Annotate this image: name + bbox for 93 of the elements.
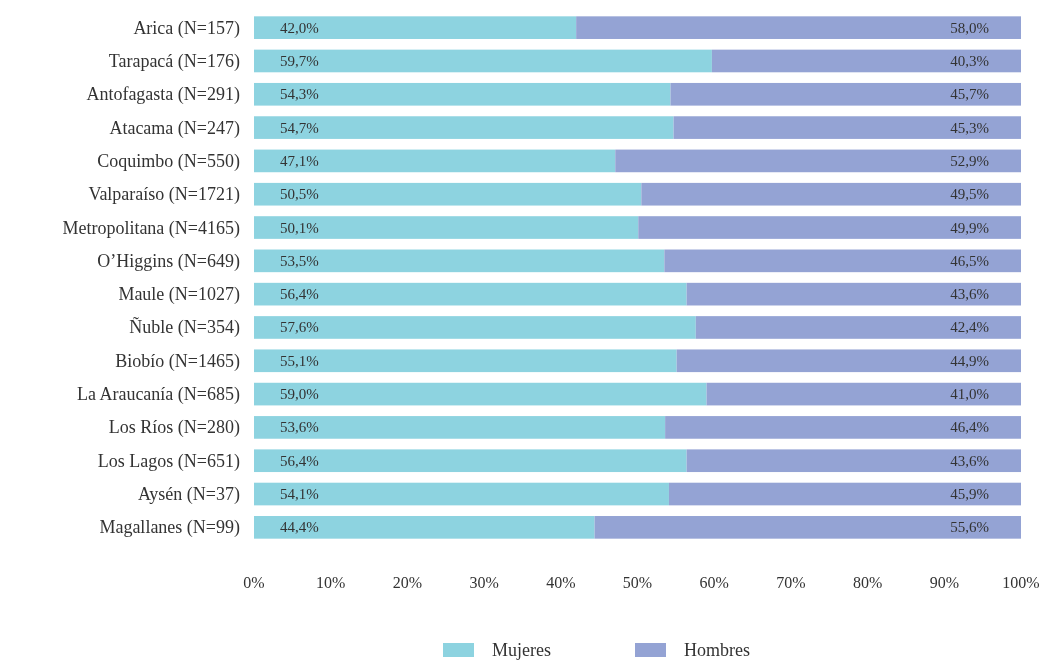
legend-label: Mujeres <box>492 640 551 660</box>
bar <box>254 449 687 473</box>
bar <box>673 116 1021 139</box>
data-label: 44,4% <box>280 519 319 536</box>
data-label: 47,1% <box>280 152 319 169</box>
bar <box>254 382 707 406</box>
x-tick-label: 100% <box>1002 574 1040 591</box>
y-tick-label: Biobío (N=1465) <box>115 350 240 372</box>
y-tick-label: Los Ríos (N=280) <box>108 417 240 439</box>
data-label: 42,0% <box>280 19 319 36</box>
data-label: 46,5% <box>950 252 989 269</box>
data-label: 44,9% <box>950 352 989 369</box>
y-tick-label: Tarapacá (N=176) <box>108 50 240 72</box>
bar <box>254 349 677 373</box>
y-tick-label: Los Lagos (N=651) <box>97 450 240 472</box>
bar <box>254 116 674 139</box>
data-label: 43,6% <box>950 452 989 469</box>
x-tick-label: 70% <box>776 574 806 591</box>
data-label: 45,7% <box>950 86 989 103</box>
data-label: 56,4% <box>280 452 319 469</box>
data-label: 49,9% <box>950 219 989 236</box>
bar <box>254 282 687 306</box>
y-tick-label: Ñuble (N=354) <box>129 316 240 339</box>
bar <box>676 349 1021 373</box>
x-tick-label: 0% <box>243 574 265 591</box>
data-label: 41,0% <box>950 386 989 403</box>
data-label: 50,1% <box>280 219 319 236</box>
x-tick-label: 30% <box>469 574 499 591</box>
bar <box>254 149 616 173</box>
y-tick-label: Magallanes (N=99) <box>99 517 240 539</box>
bar <box>254 49 712 73</box>
x-tick-label: 60% <box>699 574 729 591</box>
y-tick-label: Antofagasta (N=291) <box>86 84 240 106</box>
x-tick-label: 90% <box>929 574 959 591</box>
bar <box>594 516 1021 539</box>
bar <box>254 182 642 206</box>
bar <box>254 482 669 506</box>
bar <box>711 49 1021 73</box>
data-label: 54,1% <box>280 486 319 503</box>
bar <box>686 449 1021 473</box>
data-label: 54,7% <box>280 119 319 136</box>
bar <box>668 482 1021 506</box>
bar <box>665 416 1021 439</box>
data-label: 59,0% <box>280 386 319 403</box>
x-tick-label: 20% <box>392 574 423 591</box>
x-tick-label: 40% <box>546 574 576 591</box>
legend-label: Hombres <box>684 640 750 660</box>
data-label: 54,3% <box>280 86 319 103</box>
data-label: 49,5% <box>950 186 989 203</box>
y-tick-label: Valparaíso (N=1721) <box>88 184 240 206</box>
x-tick-label: 10% <box>316 574 346 591</box>
bar <box>670 82 1021 106</box>
data-label: 55,6% <box>950 519 989 536</box>
bar <box>254 249 665 273</box>
y-tick-label: Metropolitana (N=4165) <box>62 217 241 239</box>
bar <box>706 382 1021 406</box>
bar <box>641 182 1021 206</box>
bar <box>254 416 666 439</box>
data-label: 46,4% <box>950 419 989 436</box>
bar <box>615 149 1021 173</box>
data-label: 55,1% <box>280 352 319 369</box>
data-label: 43,6% <box>950 286 989 303</box>
y-tick-label: Arica (N=157) <box>133 17 240 39</box>
data-label: 53,5% <box>280 252 319 269</box>
data-label: 40,3% <box>950 52 989 69</box>
bar <box>638 216 1021 239</box>
data-label: 42,4% <box>950 319 989 336</box>
x-tick-label: 80% <box>852 574 883 591</box>
data-label: 45,3% <box>950 119 989 136</box>
y-tick-label: Coquimbo (N=550) <box>97 150 240 172</box>
bar <box>254 316 696 339</box>
data-label: 52,9% <box>950 152 989 169</box>
data-label: 56,4% <box>280 286 319 303</box>
y-tick-label: La Araucanía (N=685) <box>76 384 240 406</box>
y-tick-label: O’Higgins (N=649) <box>97 250 240 272</box>
bar <box>695 316 1021 339</box>
y-tick-label: Maule (N=1027) <box>118 284 240 306</box>
y-tick-label: Atacama (N=247) <box>109 117 240 139</box>
data-label: 53,6% <box>280 419 319 436</box>
bar <box>254 16 577 39</box>
bar <box>254 216 639 239</box>
data-label: 50,5% <box>280 186 319 203</box>
bar <box>664 249 1021 273</box>
bar <box>254 516 595 539</box>
x-tick-label: 50% <box>622 574 653 591</box>
bar <box>254 82 671 106</box>
data-label: 59,7% <box>280 52 319 69</box>
data-label: 58,0% <box>950 19 989 36</box>
bar <box>576 16 1021 39</box>
data-label: 57,6% <box>280 319 319 336</box>
y-tick-label: Aysén (N=37) <box>138 484 240 506</box>
bar <box>686 282 1021 306</box>
data-label: 45,9% <box>950 486 989 503</box>
